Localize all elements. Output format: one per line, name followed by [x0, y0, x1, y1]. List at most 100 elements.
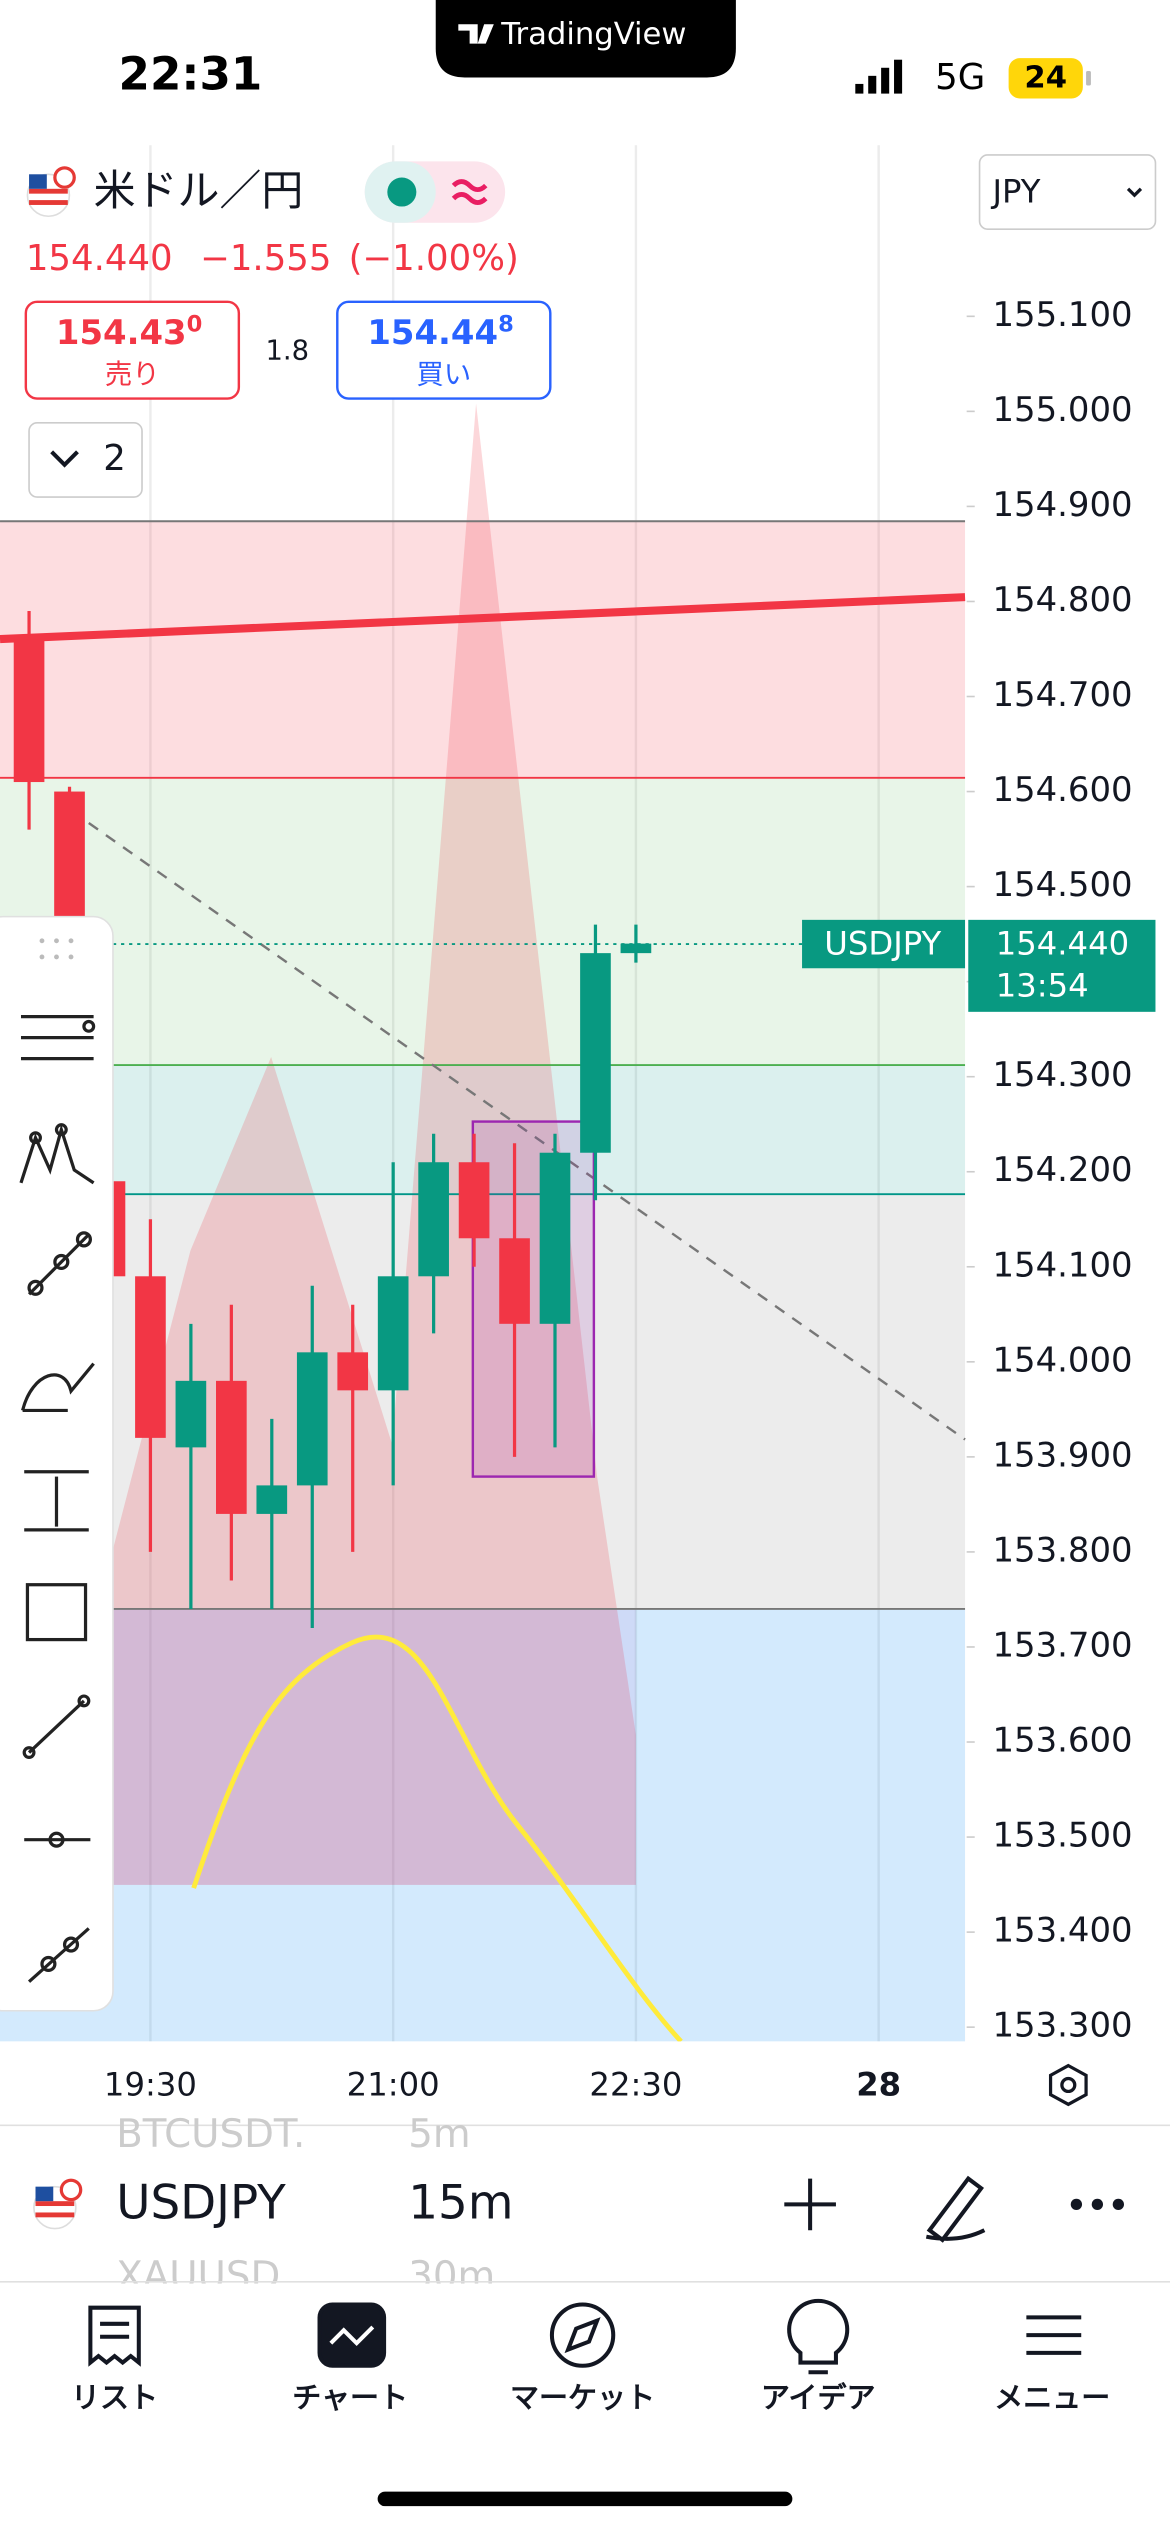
tab-icon-list[interactable] [88, 2305, 141, 2367]
tab-icon-ideas[interactable] [787, 2298, 850, 2375]
zone-red [0, 521, 966, 778]
sell-button[interactable] [24, 300, 241, 400]
y-tick-label: 153.900 [992, 1435, 1132, 1474]
tool-measure[interactable] [24, 1470, 89, 1532]
home-indicator [377, 2491, 793, 2507]
tab-label[interactable]: チャート [292, 2381, 408, 2415]
candle-body [337, 1352, 369, 1391]
axes: 155.100 155.000 154.900 154.800 154.700 154.6… [966, 242, 1170, 2045]
toolbar-handle[interactable] [39, 938, 74, 960]
y-tick-label: 154.800 [992, 580, 1132, 619]
tab-icon-chart[interactable] [317, 2302, 387, 2368]
y-tick-label: 154.300 [992, 1055, 1132, 1094]
y-tick-label: 153.500 [992, 1816, 1132, 1855]
candle-body [418, 1162, 449, 1277]
currency-select[interactable] [978, 154, 1157, 230]
tab-labels: リスト チャート マーケット アイデア メニュー [71, 2381, 1110, 2415]
buy-label: 買い [416, 360, 471, 391]
sell-price: 154.430 [56, 311, 202, 352]
buy-price: 154.448 [367, 311, 513, 352]
candle-body [377, 1276, 409, 1391]
y-tick-label: 153.600 [992, 1721, 1132, 1760]
symbol-name[interactable]: 米ドル／円 [94, 166, 304, 215]
tool-brush[interactable] [21, 1362, 95, 1413]
tool-line[interactable] [22, 1694, 91, 1760]
change: −1.555 [200, 238, 331, 279]
indicator-curve [191, 1634, 683, 2044]
y-tick-label: 153.300 [992, 2006, 1132, 2045]
tab-label[interactable]: マーケット [510, 2381, 655, 2415]
y-tick-label: 153.400 [992, 1911, 1132, 1950]
y-tick-label: 154.900 [992, 485, 1132, 524]
tab-icon-market[interactable] [549, 2302, 616, 2368]
x-tick-label: 28 [856, 2066, 901, 2104]
status-time: 22:31 [119, 47, 263, 100]
time-axis-bg [0, 2041, 1170, 2126]
candle-body [256, 1485, 288, 1514]
sell-label: 売り [105, 360, 160, 391]
prev-interval[interactable]: 5m [408, 2112, 470, 2157]
tab-label[interactable]: リスト [71, 2381, 158, 2415]
tab-label[interactable]: メニュー [994, 2381, 1110, 2415]
trend-line [0, 593, 966, 644]
more-button[interactable] [1070, 2198, 1124, 2211]
chevron [50, 450, 79, 468]
flag-stripe [29, 200, 68, 205]
prev-symbol[interactable]: BTCUSDT. [116, 2112, 305, 2157]
layers-button[interactable] [28, 422, 143, 498]
tool-rect[interactable] [25, 1583, 88, 1642]
tool-hline[interactable] [24, 1831, 91, 1848]
flag-canton [29, 174, 47, 189]
candle-body [216, 1380, 247, 1514]
battery-level: 24 [1024, 61, 1067, 96]
draw-button[interactable] [925, 2175, 986, 2243]
current-interval[interactable]: 15m [408, 2177, 513, 2231]
tool-path[interactable] [27, 1231, 92, 1296]
price-axis-bg [966, 242, 1170, 2042]
last-price: 154.440 [26, 238, 173, 279]
tool-pattern[interactable] [19, 1123, 95, 1185]
delay-icon [451, 179, 488, 205]
tool-ray[interactable] [27, 1927, 90, 1983]
y-tick-label: 154.100 [992, 1245, 1132, 1284]
candle-body [580, 953, 611, 1153]
y-tick-label: 155.000 [992, 390, 1132, 429]
dashed-trend [88, 822, 966, 1441]
candle-body [135, 1276, 166, 1438]
tab-label[interactable]: アイデア [761, 2381, 876, 2415]
y-tick-label: 153.800 [992, 1530, 1132, 1569]
profile-area [112, 403, 636, 1885]
y-tick-label: 154.200 [992, 1150, 1132, 1189]
flag-stripe [35, 2201, 75, 2207]
tool-lines[interactable] [20, 1015, 96, 1061]
change-pct: (−1.00%) [349, 238, 519, 279]
settings-icon-dot [1060, 2076, 1077, 2094]
symbol-tag-text: USDJPY [824, 925, 941, 963]
battery-tip [1086, 71, 1091, 86]
chevron [1126, 187, 1143, 198]
app-banner-text: TradingView [500, 17, 686, 52]
candle-body [13, 639, 45, 783]
current-symbol[interactable]: USDJPY [116, 2177, 286, 2231]
currency: JPY [990, 173, 1040, 211]
zone-blue [0, 1608, 966, 2042]
x-tick-label: 21:00 [347, 2066, 440, 2104]
y-tick-label: 154.700 [992, 675, 1132, 714]
candle-body [499, 1238, 530, 1324]
chart-area [0, 145, 966, 2044]
buy-price-main: 154.44 [367, 313, 498, 352]
candle-body [296, 1352, 328, 1486]
sell-price-pip: 0 [187, 311, 203, 337]
buy-button[interactable] [336, 300, 552, 400]
add-button[interactable] [784, 2178, 836, 2231]
tab-icon-menu[interactable] [1026, 2315, 1082, 2355]
app-banner [435, 0, 736, 78]
y-tick-label: 154.000 [992, 1340, 1132, 1379]
tab-icon-chart-line [329, 2325, 375, 2347]
price-line-text: 154.440 −1.555 (−1.00%) [26, 238, 519, 279]
sell-price-main: 154.43 [56, 313, 187, 352]
settings-icon[interactable] [1048, 2063, 1088, 2107]
symbol-tag [802, 919, 966, 969]
candle-body [175, 1380, 207, 1448]
